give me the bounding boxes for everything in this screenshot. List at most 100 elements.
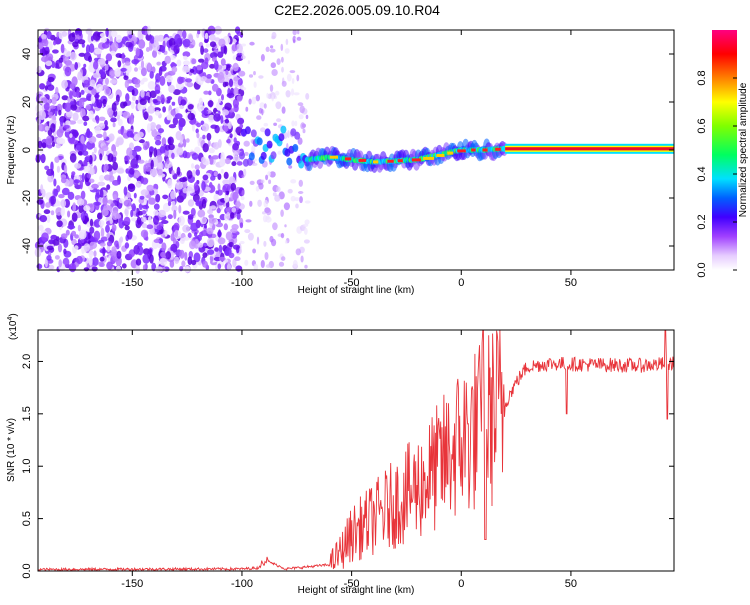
noise-blob bbox=[56, 165, 61, 173]
noise-blob bbox=[74, 245, 79, 250]
noise-blob bbox=[89, 241, 98, 249]
noise-blob bbox=[207, 140, 211, 147]
noise-blob bbox=[137, 29, 142, 40]
noise-blob bbox=[189, 68, 195, 73]
noise-blob bbox=[171, 101, 176, 106]
noise-blob bbox=[122, 111, 131, 119]
noise-blob bbox=[182, 187, 188, 194]
noise-blob bbox=[202, 260, 208, 268]
noise-blob bbox=[208, 217, 216, 224]
noise-blob bbox=[300, 122, 306, 130]
noise-blob bbox=[140, 189, 149, 196]
noise-blob bbox=[161, 242, 167, 251]
noise-blob bbox=[127, 183, 135, 190]
noise-blob bbox=[265, 264, 271, 268]
noise-blob bbox=[190, 207, 196, 217]
noise-blob bbox=[125, 93, 130, 102]
noise-blob bbox=[87, 232, 91, 240]
noise-blob bbox=[79, 179, 84, 190]
noise-blob bbox=[78, 52, 86, 57]
y-tick-label: 20 bbox=[21, 96, 33, 108]
noise-blob bbox=[247, 232, 254, 241]
snr-frame bbox=[37, 329, 675, 572]
noise-blob bbox=[61, 177, 67, 184]
noise-blob bbox=[243, 140, 250, 147]
noise-blob bbox=[111, 41, 119, 51]
ridge-peak bbox=[373, 160, 379, 164]
noise-blob bbox=[156, 162, 164, 171]
noise-blob bbox=[49, 119, 57, 125]
noise-blob bbox=[186, 170, 193, 179]
ridge-peak bbox=[411, 158, 421, 162]
y-tick-label: -20 bbox=[21, 190, 33, 206]
x-tick-label: 50 bbox=[565, 578, 577, 590]
noise-blob bbox=[215, 190, 219, 195]
noise-blob bbox=[103, 155, 108, 162]
noise-blob bbox=[146, 123, 152, 133]
noise-blob bbox=[202, 143, 209, 153]
noise-blob bbox=[154, 110, 161, 116]
noise-blob bbox=[60, 199, 67, 208]
colorbar-tick-label: 0.0 bbox=[696, 262, 708, 277]
noise-blob bbox=[202, 174, 209, 181]
noise-blob bbox=[124, 155, 130, 162]
noise-blob bbox=[153, 239, 160, 243]
ridge-blob bbox=[298, 160, 305, 169]
noise-blob bbox=[126, 30, 133, 35]
noise-blob bbox=[53, 188, 59, 197]
noise-blob bbox=[102, 98, 107, 105]
noise-blob bbox=[239, 240, 245, 245]
noise-blob bbox=[123, 101, 128, 107]
noise-blob bbox=[232, 142, 240, 151]
noise-blob bbox=[48, 41, 53, 51]
noise-blob bbox=[166, 115, 173, 121]
colorbar-tick-label: 0.6 bbox=[696, 118, 708, 133]
noise-blob bbox=[275, 90, 280, 96]
noise-blob bbox=[80, 89, 85, 95]
noise-blob bbox=[201, 156, 206, 163]
noise-blob bbox=[269, 171, 276, 178]
noise-blob bbox=[99, 33, 106, 38]
noise-blob bbox=[91, 88, 97, 96]
noise-blob bbox=[112, 179, 120, 186]
noise-blob bbox=[164, 149, 169, 157]
noise-blob bbox=[256, 115, 262, 120]
noise-blob bbox=[192, 169, 197, 177]
y-tick-label: -40 bbox=[21, 238, 33, 254]
noise-blob bbox=[58, 194, 65, 199]
noise-blob bbox=[141, 216, 147, 223]
noise-blob bbox=[237, 117, 245, 125]
noise-blob bbox=[239, 123, 244, 129]
noise-blob bbox=[69, 90, 73, 100]
noise-blob bbox=[61, 79, 68, 89]
noise-blob bbox=[150, 159, 154, 170]
snr-x-ticks: -150 -100 -50 0 50 bbox=[121, 330, 577, 590]
noise-blob bbox=[213, 142, 220, 150]
noise-blob bbox=[181, 65, 190, 73]
noise-blob bbox=[86, 93, 92, 101]
noise-blob bbox=[221, 94, 224, 101]
noise-blob bbox=[230, 182, 237, 191]
noise-blob bbox=[225, 212, 231, 220]
noise-blob bbox=[86, 173, 92, 179]
noise-blob bbox=[303, 239, 310, 244]
noise-blob bbox=[95, 115, 100, 124]
noise-blob bbox=[193, 182, 199, 191]
noise-blob bbox=[68, 263, 77, 273]
snr-multiplier: (x104) bbox=[7, 313, 19, 340]
noise-blob bbox=[258, 182, 264, 190]
ridge-peak bbox=[471, 148, 476, 152]
noise-blob bbox=[155, 140, 162, 146]
noise-blob bbox=[167, 96, 173, 101]
noise-blob bbox=[206, 227, 214, 235]
ridge-blob bbox=[248, 152, 255, 161]
noise-blob bbox=[46, 245, 54, 251]
noise-blob bbox=[286, 73, 292, 82]
noise-blob bbox=[206, 132, 212, 141]
noise-blob bbox=[59, 62, 63, 68]
noise-blob bbox=[97, 58, 106, 65]
noise-blob bbox=[89, 218, 94, 227]
colorbar-tick-label: 0.4 bbox=[696, 166, 708, 181]
noise-blob bbox=[209, 52, 218, 59]
noise-blob bbox=[89, 79, 96, 87]
